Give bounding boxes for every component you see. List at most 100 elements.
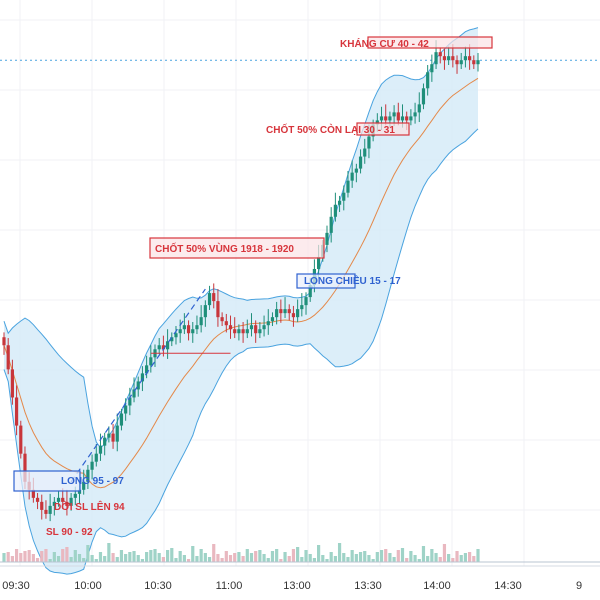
volume-bar xyxy=(468,552,472,562)
candle-body xyxy=(421,88,426,105)
volume-bar xyxy=(153,549,157,562)
volume-bar xyxy=(90,555,94,562)
candle-body xyxy=(417,104,421,113)
candle-body xyxy=(140,373,145,382)
volume-bar xyxy=(363,551,367,562)
volume-bar xyxy=(417,559,421,562)
volume-bar xyxy=(98,552,103,562)
volume-bar xyxy=(434,553,438,562)
x-tick-label: 10:00 xyxy=(74,580,102,592)
volume-bar xyxy=(132,551,136,562)
candle-body xyxy=(44,509,48,514)
volume-bar xyxy=(56,556,61,562)
candle-body xyxy=(472,60,476,65)
candle-body xyxy=(447,56,451,61)
volume-bar xyxy=(308,554,312,562)
volume-bar xyxy=(409,551,413,562)
candle-body xyxy=(476,60,480,65)
volume-bar xyxy=(52,552,56,562)
x-tick-label: 14:30 xyxy=(494,580,522,592)
volume-bar xyxy=(283,552,287,562)
volume-bar xyxy=(10,556,14,562)
volume-bar xyxy=(145,552,149,562)
bollinger-upper xyxy=(3,27,479,449)
volume-bars xyxy=(0,543,600,563)
volume-bar xyxy=(262,554,266,562)
volume-bar xyxy=(170,548,174,562)
volume-bar xyxy=(442,544,447,562)
annotation-box xyxy=(356,122,410,136)
candle-body xyxy=(342,192,346,201)
bollinger-middle xyxy=(3,77,479,489)
volume-bar xyxy=(249,553,254,562)
volume-bar xyxy=(371,559,375,562)
candle-body xyxy=(430,64,434,73)
volume-bar xyxy=(149,550,153,562)
candle-body xyxy=(40,501,44,510)
candle-body xyxy=(275,309,279,318)
volume-bar xyxy=(346,557,350,562)
volume-bar xyxy=(426,556,430,562)
volume-bar xyxy=(6,552,10,562)
candle-body xyxy=(279,309,283,314)
candle-body xyxy=(69,497,73,506)
volume-bar xyxy=(287,556,291,562)
volume-bar xyxy=(103,556,107,562)
candle-body xyxy=(258,329,262,334)
volume-bar xyxy=(19,553,23,562)
volume-bar xyxy=(69,557,73,562)
volume-bar xyxy=(358,552,363,562)
candle-body xyxy=(186,325,191,334)
volume-bar xyxy=(203,553,207,562)
volume-bar xyxy=(329,552,333,562)
volume-bar xyxy=(258,550,262,562)
volume-bar xyxy=(451,558,455,562)
volume-bar xyxy=(379,550,384,562)
annotation-box xyxy=(13,470,81,492)
candle-body xyxy=(10,369,14,398)
candle-body xyxy=(128,397,132,406)
volume-bar xyxy=(413,555,417,562)
candle-body xyxy=(82,481,86,490)
volume-bar xyxy=(337,543,342,562)
volume-bar xyxy=(304,550,308,562)
candle-body xyxy=(384,116,388,121)
candle-body xyxy=(396,112,400,121)
annotation-label: DỜI SL LÊN 94 xyxy=(54,500,125,513)
volume-bar xyxy=(233,553,237,562)
annotation-label: LONG CHIỀU 15 - 17 xyxy=(304,274,401,287)
candle-body xyxy=(300,305,304,310)
candle-body xyxy=(61,497,65,502)
candle-body xyxy=(237,329,241,334)
candle-body xyxy=(296,309,300,318)
candle-body xyxy=(119,413,124,426)
candle-body xyxy=(266,321,270,326)
candle-body xyxy=(52,501,56,506)
volume-bar xyxy=(61,549,65,562)
candle-body xyxy=(317,256,321,269)
volume-bar xyxy=(375,552,379,562)
candle-body xyxy=(254,325,258,334)
volume-bar xyxy=(300,557,304,562)
volume-bar xyxy=(438,557,442,562)
candle-body xyxy=(459,60,463,65)
candle-body xyxy=(245,329,249,334)
candle-body xyxy=(2,337,6,346)
candle-body xyxy=(438,52,442,57)
volume-bar xyxy=(182,555,186,562)
volume-bar xyxy=(254,551,258,562)
candle-body xyxy=(19,425,23,454)
candle-body xyxy=(56,497,61,502)
volume-bar xyxy=(228,555,233,562)
volume-bar xyxy=(342,553,346,562)
volume-bar xyxy=(321,555,325,562)
candle-body xyxy=(333,204,337,217)
candle-body xyxy=(174,333,178,338)
candle-body xyxy=(136,381,140,390)
candle-body xyxy=(203,305,207,318)
candle-body xyxy=(358,156,363,169)
candle-body xyxy=(241,329,245,334)
candle-body xyxy=(23,453,27,482)
volume-bar xyxy=(40,551,44,562)
volume-bar xyxy=(354,554,358,562)
